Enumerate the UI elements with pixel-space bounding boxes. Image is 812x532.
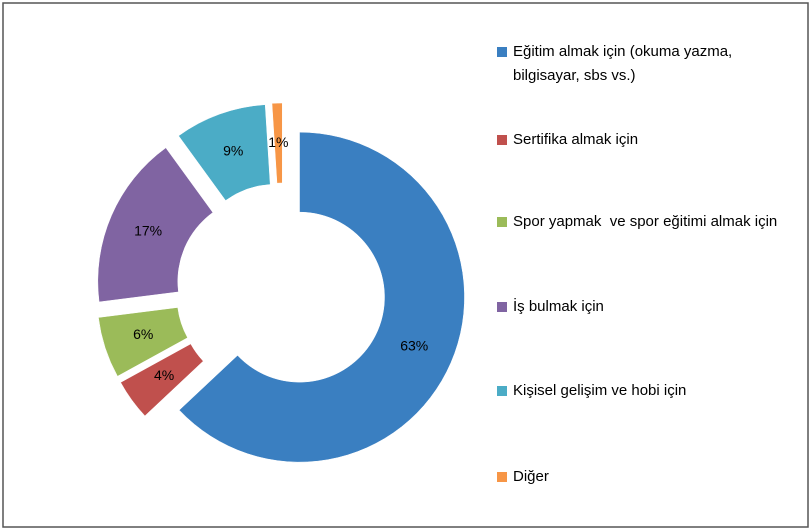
slice [120, 343, 204, 417]
legend-item: Eğitim almak için (okuma yazma, bilgisay… [497, 40, 803, 88]
legend-label: Diğer [513, 468, 549, 485]
legend-label: Sertifika almak için [513, 131, 639, 148]
legend-label: Spor yapmak ve spor eğitimi almak için [513, 213, 778, 230]
slice [178, 104, 271, 201]
legend-label: İş bulmak için [513, 298, 604, 315]
slice [98, 307, 188, 377]
legend-swatch [497, 386, 507, 396]
data-label: 9% [223, 142, 243, 158]
data-label: 63% [400, 337, 428, 353]
legend-swatch [497, 135, 507, 145]
legend-item: Sertifika almak için [497, 128, 803, 152]
data-label: 6% [133, 326, 153, 342]
slice [97, 147, 214, 303]
slice [178, 131, 465, 463]
data-label: 1% [268, 134, 288, 150]
legend-swatch [497, 47, 507, 57]
legend-item: Spor yapmak ve spor eğitimi almak için [497, 210, 803, 234]
legend-item: Diğer [497, 465, 803, 489]
legend-item: İş bulmak için [497, 295, 803, 319]
legend-label: Kişisel gelişim ve hobi için [513, 382, 687, 399]
legend-item: Kişisel gelişim ve hobi için [497, 379, 803, 403]
data-label: 4% [154, 367, 174, 383]
slice [271, 102, 283, 184]
legend-swatch [497, 302, 507, 312]
legend-swatch [497, 217, 507, 227]
data-label: 17% [134, 222, 162, 238]
legend-label: Eğitim almak için (okuma yazma, bilgisay… [513, 43, 737, 84]
legend-swatch [497, 472, 507, 482]
